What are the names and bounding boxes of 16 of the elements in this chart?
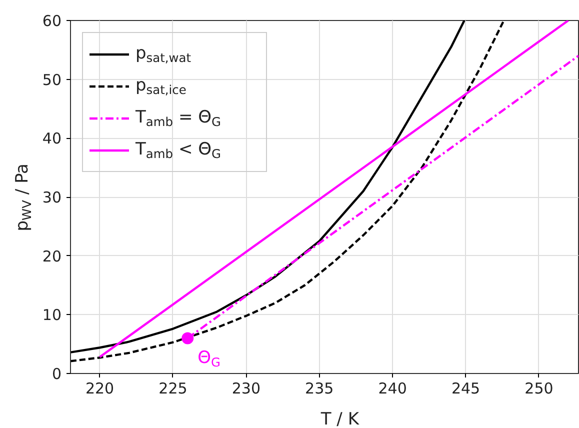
y-tick-label: 30 [42, 188, 62, 206]
x-tick-label: 250 [524, 380, 554, 398]
y-tick-label: 40 [42, 130, 62, 148]
y-axis-title: pWV / Pa [12, 164, 34, 232]
y-tick-label: 20 [42, 247, 62, 266]
x-tick-label: 225 [158, 380, 188, 398]
x-tick-label: 245 [451, 380, 480, 398]
x-tick-label: 240 [378, 380, 407, 398]
y-tick-label: 10 [42, 306, 62, 324]
y-tick-label: 0 [52, 365, 62, 383]
y-tick-label: 60 [42, 12, 62, 30]
x-tick-label: 230 [232, 380, 261, 398]
x-tick-label: 220 [85, 380, 114, 398]
y-tick-label: 50 [42, 70, 62, 89]
x-tick-label: 235 [305, 380, 334, 398]
x-axis-title: T / K [320, 410, 360, 428]
